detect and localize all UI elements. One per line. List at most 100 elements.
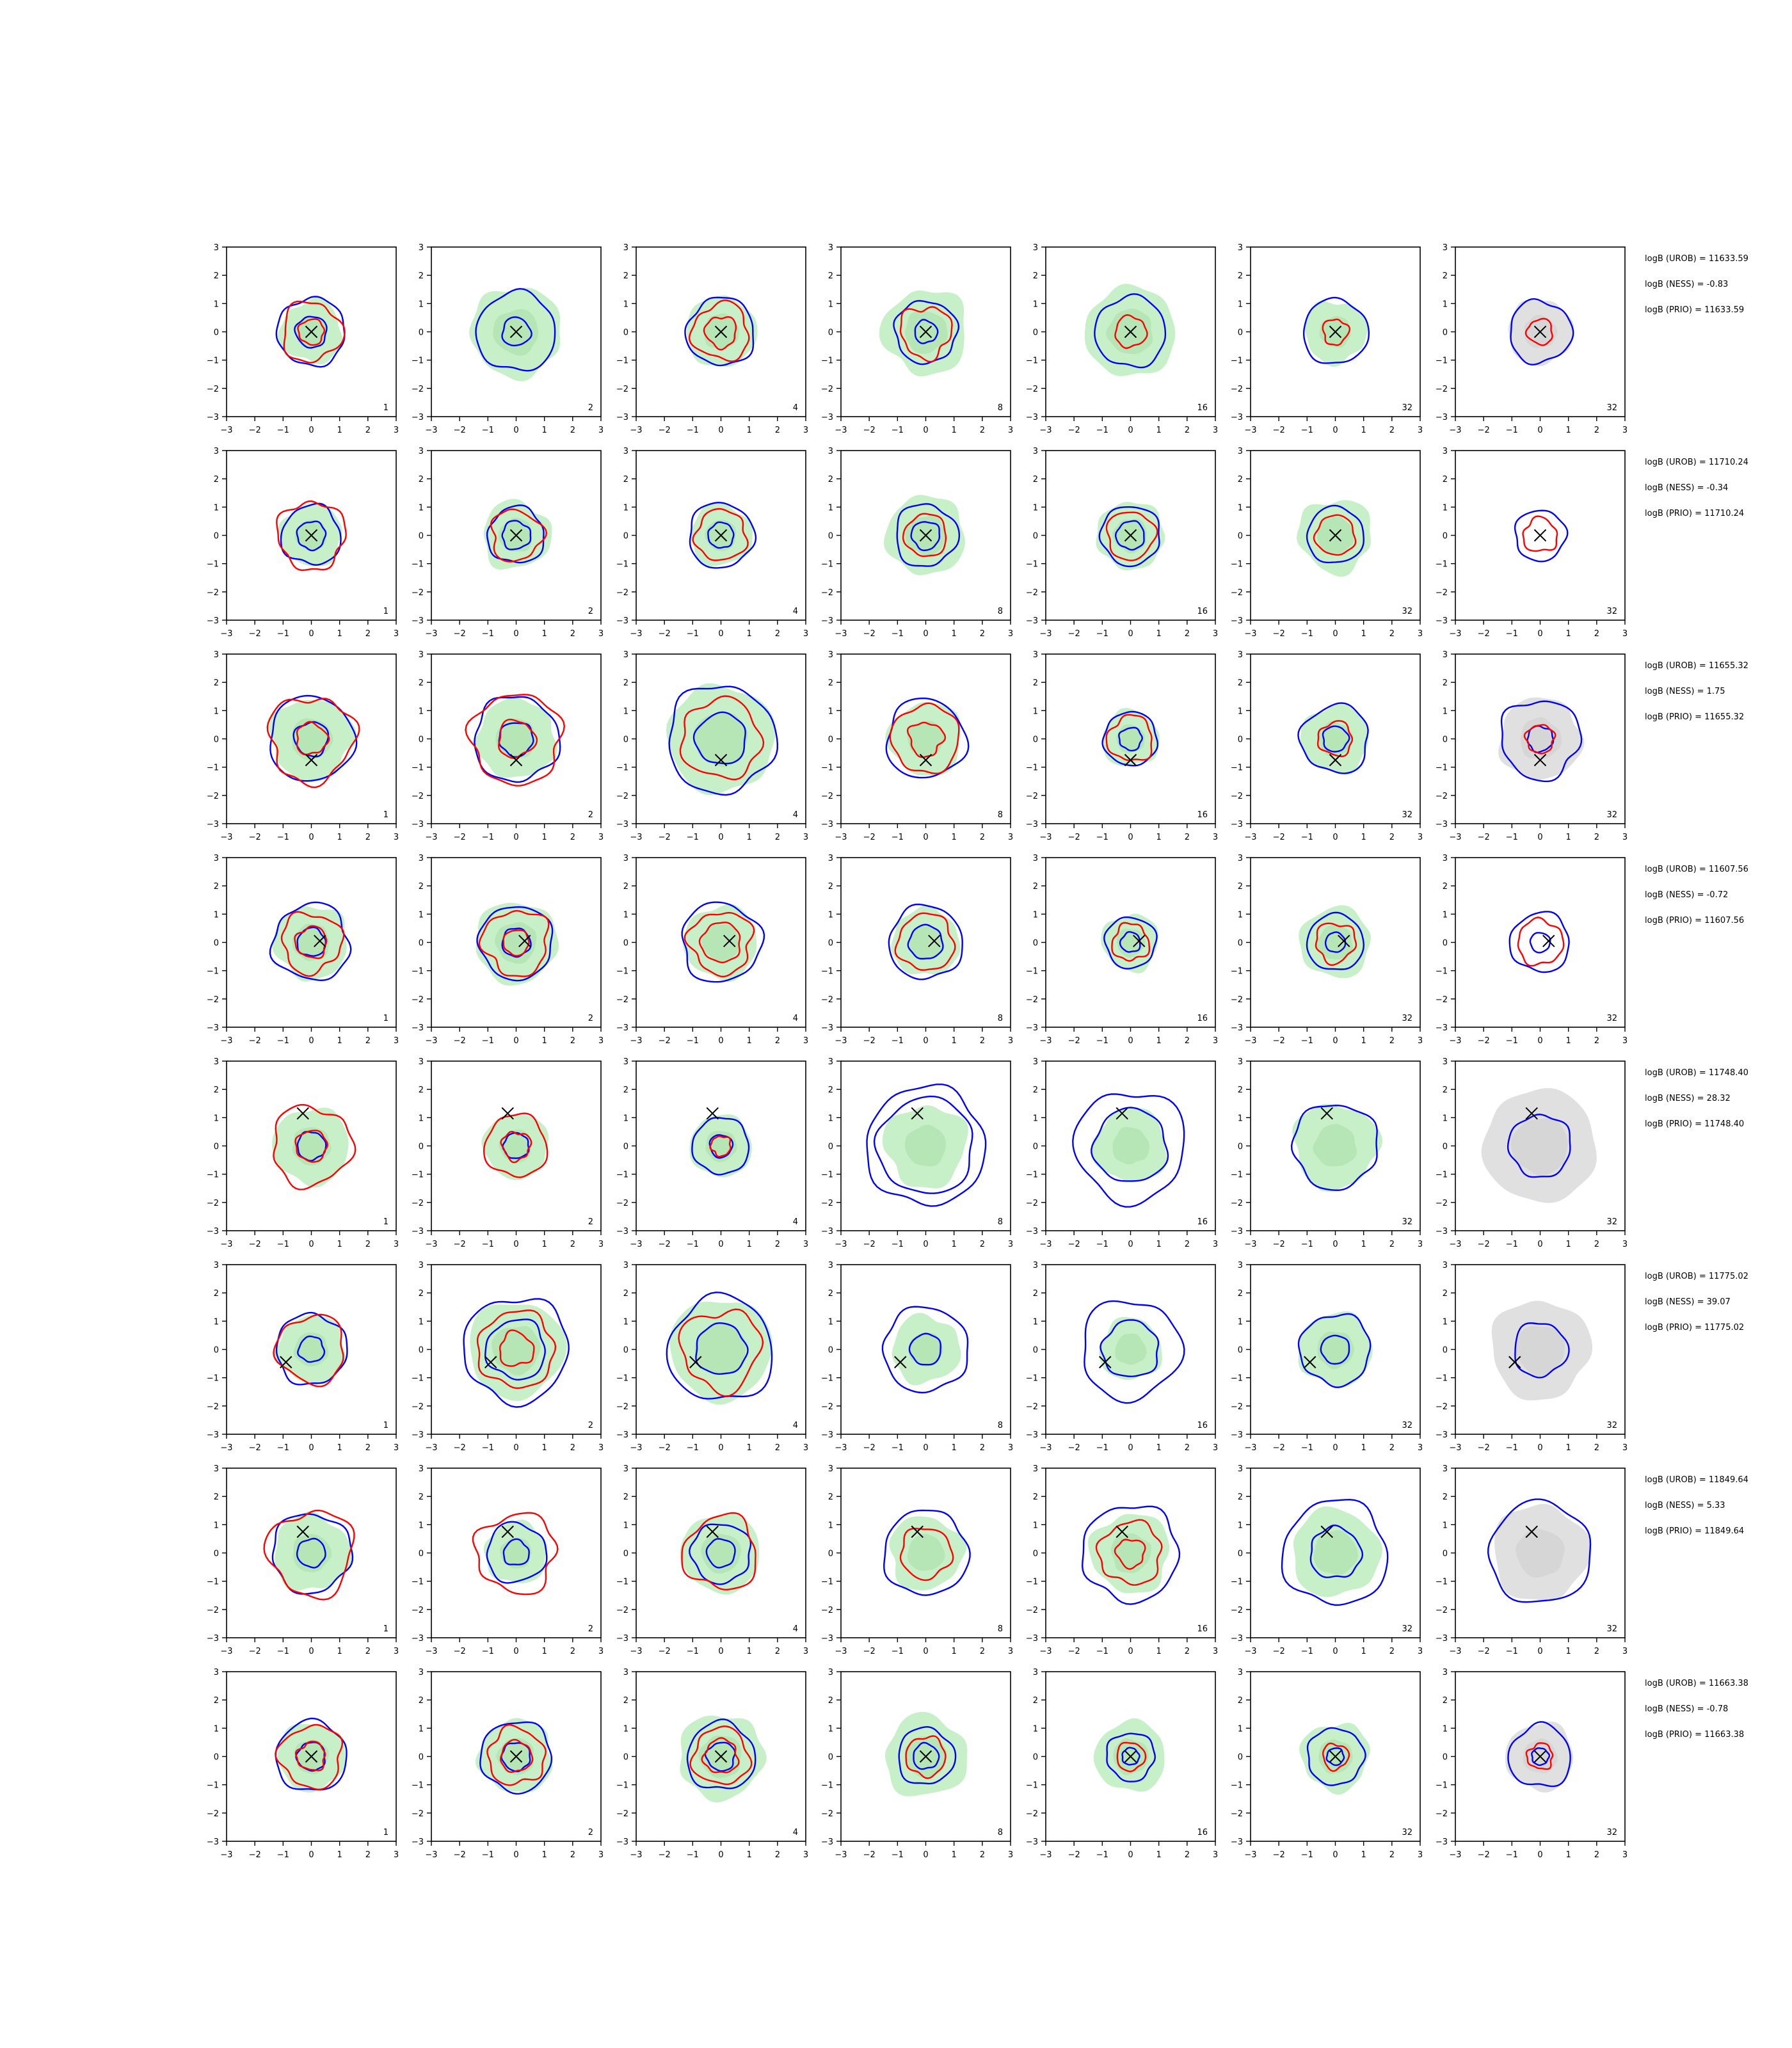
panel-r7-c7: −3−3 −2 −2 −1 −1 0 0 1 1 2 2 3 3 32 <box>1436 1464 1628 1656</box>
y-tick-label: 0 <box>214 1346 219 1356</box>
x-tick-label: 3 <box>1418 1240 1423 1249</box>
true-value-marker <box>1124 1750 1137 1763</box>
x-tick-label: −1 <box>1096 629 1108 639</box>
x-tick-label: 3 <box>1622 426 1628 435</box>
panel-r1-c1: −3−3 −2 −2 −1 −1 0 0 1 1 2 2 3 3 1 <box>207 243 399 435</box>
blue-contour <box>1106 1732 1156 1782</box>
x-tick-label: −2 <box>1068 1036 1080 1046</box>
blue-contour <box>881 1306 969 1394</box>
y-tick-label: −3 <box>616 1837 628 1847</box>
y-tick-label: 1 <box>1443 1114 1448 1123</box>
x-tick-label: −1 <box>277 833 289 842</box>
x-tick-label: 3 <box>1008 426 1013 435</box>
x-tick-label: −3 <box>630 1647 642 1656</box>
x-tick-label: 2 <box>1185 426 1190 435</box>
blue-contour <box>908 1332 941 1366</box>
x-tick-label: 0 <box>1537 1647 1542 1656</box>
y-tick-label: −2 <box>207 385 219 394</box>
y-tick-label: −1 <box>1026 764 1038 773</box>
x-tick-label: −3 <box>630 629 642 639</box>
x-tick-label: 0 <box>308 1647 314 1656</box>
x-tick-label: 0 <box>718 1850 723 1860</box>
red-contour <box>283 300 346 364</box>
y-tick-label: 2 <box>214 882 219 892</box>
panel-count-label: 4 <box>793 607 798 616</box>
x-tick-label: 0 <box>308 629 314 639</box>
y-tick-label: 0 <box>1443 328 1448 338</box>
red-contour <box>1111 922 1151 962</box>
y-tick-label: −3 <box>412 1430 424 1440</box>
y-tick-label: −3 <box>207 413 219 422</box>
panel-r8-c3: −3−3 −2 −2 −1 −1 0 0 1 1 2 2 3 3 4 <box>616 1668 808 1860</box>
y-tick-label: 3 <box>1443 1261 1448 1270</box>
panel-r4-c7: −3−3 −2 −2 −1 −1 0 0 1 1 2 2 3 3 32 <box>1436 854 1628 1046</box>
true-value-marker <box>1320 1107 1333 1120</box>
x-tick-label: −3 <box>1039 1850 1052 1860</box>
y-tick-label: 1 <box>1238 503 1243 513</box>
blue-contour <box>692 711 746 765</box>
true-value-marker <box>501 1107 514 1120</box>
blue-contour <box>1322 725 1350 753</box>
y-tick-label: −3 <box>821 1634 833 1644</box>
x-tick-label: 0 <box>1332 833 1338 842</box>
y-tick-label: 0 <box>214 735 219 745</box>
y-tick-label: −3 <box>1026 1227 1038 1236</box>
panel-r7-c2: −3−3 −2 −2 −1 −1 0 0 1 1 2 2 3 3 2 <box>412 1464 604 1656</box>
x-tick-label: −1 <box>277 1647 289 1656</box>
x-tick-label: −1 <box>1506 1240 1518 1249</box>
x-tick-label: 1 <box>1361 629 1366 639</box>
y-tick-label: 0 <box>1443 1142 1448 1152</box>
x-tick-label: 1 <box>1361 1240 1366 1249</box>
panel-r5-c3: −3−3 −2 −2 −1 −1 0 0 1 1 2 2 3 3 4 <box>616 1057 808 1249</box>
y-tick-label: 3 <box>1443 854 1448 863</box>
x-tick-label: 3 <box>1213 629 1218 639</box>
y-tick-label: 2 <box>419 678 424 688</box>
x-tick-label: 2 <box>365 1036 371 1046</box>
x-tick-label: 3 <box>598 629 604 639</box>
x-tick-label: −3 <box>220 629 232 639</box>
x-tick-label: 1 <box>1156 1443 1162 1453</box>
panel-count-label: 32 <box>1606 1624 1617 1634</box>
y-tick-label: 2 <box>623 678 628 688</box>
true-value-marker <box>723 934 736 947</box>
true-value-marker <box>706 1107 719 1120</box>
blue-contour <box>476 906 554 982</box>
x-tick-label: −1 <box>277 1036 289 1046</box>
y-tick-label: −1 <box>207 1578 219 1587</box>
x-tick-label: −1 <box>1096 1850 1108 1860</box>
y-tick-label: −3 <box>1231 1430 1243 1440</box>
red-contour <box>698 921 741 964</box>
x-tick-label: −1 <box>687 426 699 435</box>
y-tick-label: −1 <box>1026 1374 1038 1384</box>
red-contour <box>1114 314 1148 349</box>
y-tick-label: −3 <box>1231 413 1243 422</box>
panel-r8-c5: −3−3 −2 −2 −1 −1 0 0 1 1 2 2 3 3 16 <box>1026 1668 1218 1860</box>
y-tick-label: 2 <box>1033 1492 1038 1502</box>
panel-count-label: 16 <box>1197 810 1208 820</box>
blue-contour <box>1510 298 1574 365</box>
y-tick-label: 0 <box>623 1142 628 1152</box>
y-tick-label: 2 <box>214 1289 219 1299</box>
x-tick-label: 3 <box>1213 1036 1218 1046</box>
y-tick-label: −3 <box>207 1634 219 1644</box>
y-tick-label: −2 <box>821 1606 833 1615</box>
y-tick-label: −1 <box>821 560 833 570</box>
panel-r7-c4: −3−3 −2 −2 −1 −1 0 0 1 1 2 2 3 3 8 <box>821 1464 1013 1656</box>
blue-contour <box>296 1131 327 1162</box>
x-tick-label: 3 <box>394 629 399 639</box>
x-tick-label: 2 <box>1389 1850 1395 1860</box>
logb-annotation: logB (UROB) = 11655.32 <box>1645 661 1748 671</box>
y-tick-label: −1 <box>207 1171 219 1180</box>
y-tick-label: −1 <box>616 967 628 977</box>
red-contour <box>266 698 360 788</box>
x-tick-label: −1 <box>1096 1240 1108 1249</box>
blue-contour <box>898 1726 957 1785</box>
panel-r1-c5: −3−3 −2 −2 −1 −1 0 0 1 1 2 2 3 3 16 <box>1026 243 1218 435</box>
y-tick-label: −2 <box>1436 385 1448 394</box>
y-tick-label: 2 <box>1443 1085 1448 1095</box>
y-tick-label: −1 <box>412 1781 424 1791</box>
y-tick-label: −3 <box>616 413 628 422</box>
true-value-marker <box>911 1525 924 1539</box>
red-contour <box>486 1724 547 1786</box>
y-tick-label: 3 <box>623 854 628 863</box>
